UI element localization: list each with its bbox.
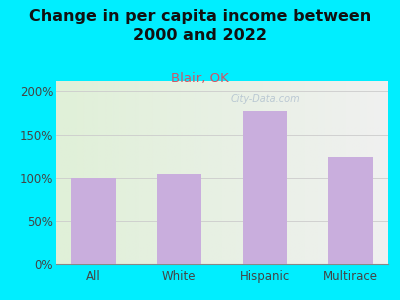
Bar	[71, 178, 116, 264]
Text: Change in per capita income between
2000 and 2022: Change in per capita income between 2000…	[29, 9, 371, 43]
Text: City-Data.com: City-Data.com	[230, 94, 300, 104]
Bar	[157, 174, 202, 264]
Bar	[242, 111, 287, 264]
Bar	[328, 157, 373, 264]
Text: Blair, OK: Blair, OK	[171, 72, 229, 85]
